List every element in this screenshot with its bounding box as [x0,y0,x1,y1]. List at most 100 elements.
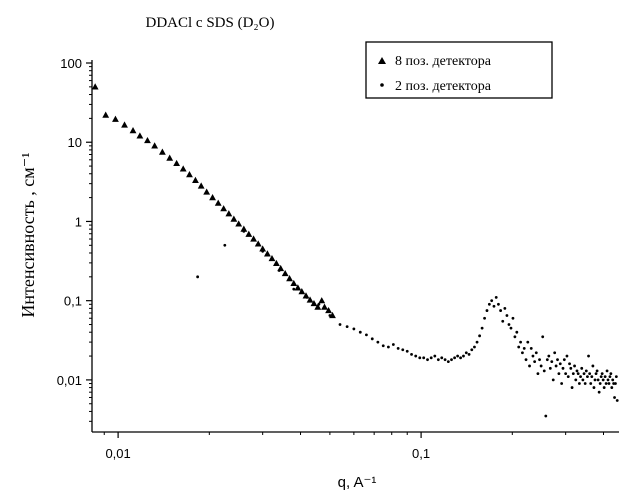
data-point-dot [509,326,513,330]
data-point-dot [305,295,309,299]
data-point-dot [505,314,509,317]
data-point-dot [519,340,522,344]
data-point-dot [571,372,575,376]
data-point-dot [601,378,605,382]
data-point-dot [370,337,374,341]
data-point-dot [524,358,528,362]
series-layer [91,83,619,418]
data-point-dot [358,330,362,334]
data-point-triangle [240,225,248,232]
data-point-dot [569,366,573,370]
data-point-dot [565,354,569,358]
data-point-dot [328,314,332,317]
y-axis-label: Интенсивность , см⁻¹ [18,152,38,317]
data-point-dot [583,382,587,385]
legend: 8 поз. детектора 2 поз. детектора [365,41,553,99]
data-point-dot [513,335,517,339]
chart-title: DDACl c SDS (D₂O) [146,15,275,31]
data-point-dot [436,358,440,362]
data-point-dot [570,386,574,389]
data-point-dot [560,382,564,385]
data-point-triangle [245,230,253,237]
data-point-triangle [220,205,228,212]
data-point-triangle [325,306,332,314]
data-point-dot [515,330,519,334]
data-point-triangle [112,115,119,122]
data-point-dot [497,302,500,306]
data-point-dot [446,360,450,364]
data-point-dot [345,325,349,329]
data-point-dot [580,366,584,370]
data-point-triangle [225,210,233,217]
x-axis-label: q, A⁻¹ [338,474,377,491]
data-point-dot [507,323,511,326]
data-point-dot [485,309,489,312]
data-point-triangle [209,194,216,201]
data-point-dot [566,375,570,379]
data-point-dot [503,306,507,310]
data-point-dot [599,375,603,379]
data-point-dot [462,354,465,358]
data-point-triangle [250,235,257,242]
data-point-dot [558,362,562,366]
data-point-triangle [144,136,151,144]
data-point-triangle [264,250,271,257]
data-point-dot [554,364,558,368]
x-tick-label: 0,1 [412,446,430,461]
data-point-dot [501,319,505,323]
data-point-dot [603,375,607,379]
data-point-triangle [318,297,326,304]
data-point-triangle [192,176,199,183]
data-point-dot [609,372,613,376]
ticks [86,62,605,438]
data-point-dot [517,345,521,349]
data-point-dot [381,344,385,348]
data-point-dot [542,369,546,373]
data-point-triangle [158,148,166,155]
data-point-dot [405,349,409,353]
data-point-dot [521,351,524,355]
data-point-dot [595,369,599,373]
data-point-dot [365,333,368,337]
data-point-dot [499,309,503,312]
data-point-dot [597,390,601,394]
series-1 [91,83,336,319]
data-point-dot [261,249,265,253]
data-point-triangle [102,111,110,118]
data-point-triangle [173,159,181,167]
data-point-dot [317,302,321,306]
data-point-triangle [203,188,211,195]
data-point-dot [464,351,468,355]
data-point-dot [538,358,541,362]
tick-labels: 100 10 1 0,1 0,01 0,01 0,1 [57,56,430,461]
data-point-dot [440,356,444,360]
data-point-dot [338,323,342,326]
data-point-dot [614,382,617,385]
data-point-triangle [286,274,293,282]
y-tick-label: 100 [60,56,82,71]
data-point-dot [574,378,578,382]
data-point-dot [588,372,592,376]
data-point-dot [548,366,552,370]
data-point-dot [556,358,559,362]
data-point-dot [401,348,405,352]
axes [91,60,619,433]
data-point-dot [593,378,597,382]
data-point-triangle [290,279,298,287]
data-point-dot [606,378,610,382]
data-point-dot [473,345,476,349]
data-point-dot [550,360,554,364]
data-point-dot [607,382,611,385]
data-point-dot [223,243,227,247]
data-point-dot [533,360,537,364]
data-point-triangle [298,288,306,295]
data-point-dot [551,378,555,382]
data-point-dot [480,326,484,330]
data-point-triangle [259,245,267,252]
data-point-dot [564,372,568,376]
data-point-dot [545,358,549,362]
data-point-triangle [197,182,205,189]
data-point-dot [470,348,474,352]
data-point-dot [600,372,604,376]
data-point-dot [386,345,390,349]
